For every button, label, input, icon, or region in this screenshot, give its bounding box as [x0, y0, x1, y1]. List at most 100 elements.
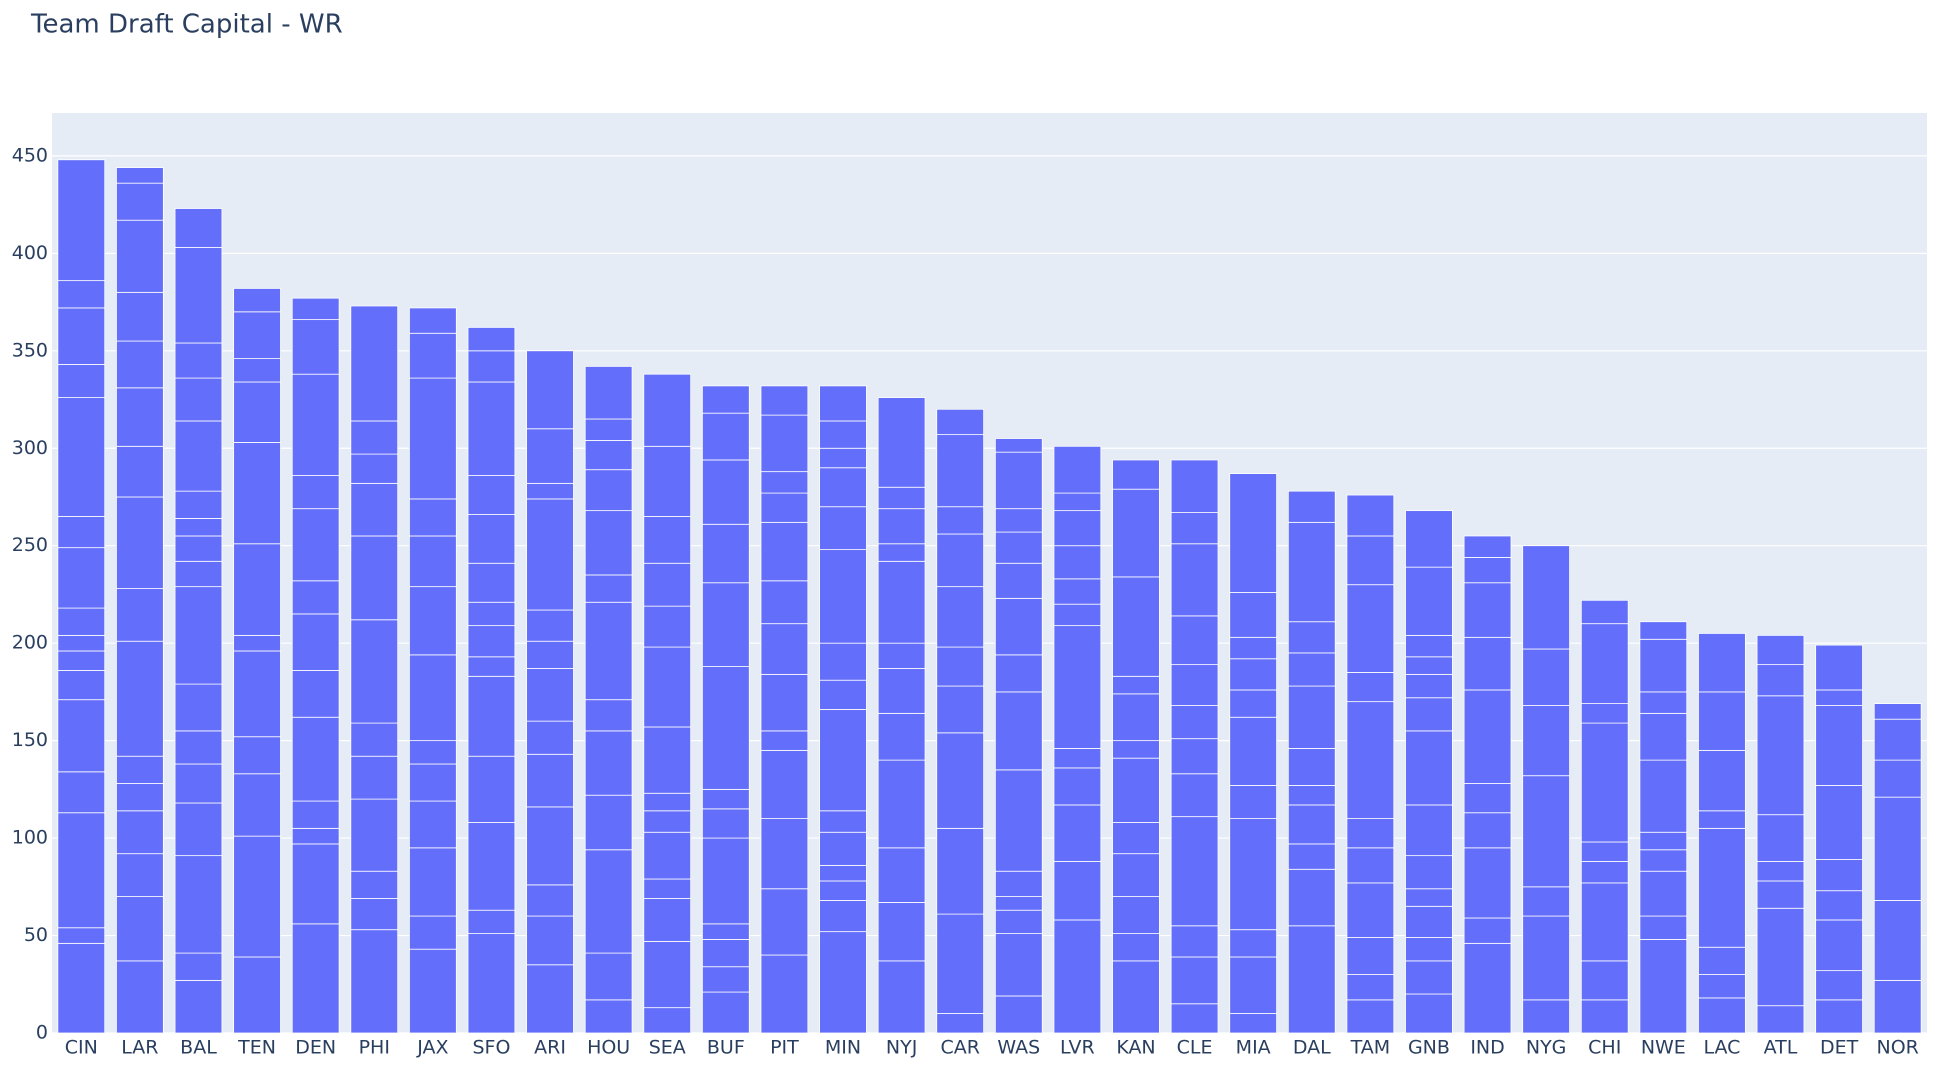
bar-segment [174, 535, 223, 562]
bar-segment [526, 350, 574, 430]
bar-segment [1463, 783, 1512, 814]
bar-segment [116, 853, 164, 897]
x-tick-label: IND [1470, 1037, 1504, 1059]
bar-segment [1112, 933, 1160, 962]
bar-segment [1405, 697, 1453, 732]
bar-segment [116, 588, 164, 642]
bar-segment [584, 440, 633, 471]
bar-segment [1815, 785, 1863, 860]
bar-segment [1639, 831, 1688, 851]
bar-segment [57, 699, 106, 773]
bar-segment [1053, 492, 1102, 512]
bar-segment [409, 498, 457, 537]
bar-segment [1112, 822, 1160, 855]
bar-segment [701, 808, 750, 839]
bar-segment [643, 373, 692, 447]
bar-segment [1346, 701, 1395, 819]
bar-segment [409, 800, 457, 849]
bar-segment [1229, 658, 1278, 691]
bar-segment [174, 802, 223, 857]
bar-segment [233, 381, 281, 443]
bar-segment [1698, 997, 1746, 1034]
x-tick-label: TEN [237, 1037, 276, 1059]
bar-segment [1580, 999, 1629, 1034]
bar-segment [584, 469, 633, 512]
y-tick-label: 450 [12, 144, 48, 166]
bar-segment [819, 467, 867, 508]
bar-segment [1698, 691, 1746, 751]
bar-segment [1170, 738, 1219, 775]
bar-segment [1756, 695, 1805, 816]
bar-segment [1346, 999, 1395, 1034]
bar-segment [1639, 759, 1688, 833]
bar-segment [409, 763, 457, 802]
bar-segment [584, 849, 633, 954]
bar-segment [233, 736, 281, 775]
bar-segment [584, 952, 633, 1001]
bar-segment [233, 773, 281, 837]
x-tick-label: KAN [1116, 1037, 1155, 1059]
bar-segment [1463, 535, 1512, 558]
bar-segment [819, 549, 867, 644]
bar-segment [1463, 582, 1512, 638]
bar-segment [936, 913, 985, 1014]
bar-segment [936, 827, 985, 915]
bar-segment [1170, 956, 1219, 1005]
bar-segment [291, 716, 340, 802]
bar-segment [116, 340, 164, 389]
bar-segment [994, 531, 1043, 564]
bar-segment [877, 560, 926, 644]
bar-segment [57, 547, 106, 609]
bar-segment [877, 543, 926, 562]
bar-segment [467, 675, 516, 757]
x-tick-label: DET [1820, 1037, 1859, 1059]
x-tick-label: HOU [587, 1037, 630, 1059]
bar-segment [233, 543, 281, 636]
bar-segment [994, 562, 1043, 599]
bar-segment [819, 642, 867, 681]
bar-segment [526, 482, 574, 500]
x-tick-label: JAX [416, 1037, 448, 1059]
bar-segment [350, 755, 399, 800]
bar-segment [994, 654, 1043, 693]
bar-segment [1229, 716, 1278, 786]
bar-segment [760, 954, 809, 1034]
bar-segment [467, 475, 516, 515]
bar-segment [701, 666, 750, 790]
bar-segment [1873, 900, 1922, 981]
bar-segment [760, 818, 809, 890]
bar-segment [526, 668, 574, 722]
x-tick-label: PHI [359, 1037, 390, 1059]
bar-segment [701, 991, 750, 1034]
bar-segment [1346, 974, 1395, 1001]
bar-segment [116, 387, 164, 447]
bar-segment [467, 625, 516, 658]
bar-segment [1229, 785, 1278, 819]
bar-segment [760, 623, 809, 675]
bar-segment [1229, 1013, 1278, 1034]
bar-segment [584, 574, 633, 603]
bar-segment [350, 619, 399, 724]
bar-segment [1112, 488, 1160, 578]
bar-segment [174, 518, 223, 537]
bar-segment [1053, 445, 1102, 494]
bar-segment [409, 377, 457, 500]
bar-segment [1405, 510, 1453, 568]
bar-segment [1756, 880, 1805, 909]
bar-segment [994, 769, 1043, 872]
bar-segment [1053, 861, 1102, 921]
bar-segment [1756, 1005, 1805, 1034]
bar-segment [1756, 861, 1805, 882]
bar-segment [1287, 490, 1336, 523]
bar-segment [1463, 557, 1512, 584]
bar-segment [57, 650, 106, 671]
bar-segment [467, 755, 516, 823]
bar-segment [526, 428, 574, 484]
bar-segment [350, 453, 399, 484]
x-tick-label: NOR [1877, 1037, 1919, 1059]
bar-segment [1112, 576, 1160, 677]
bar-segment [1463, 917, 1512, 944]
bar-segment [1639, 849, 1688, 872]
bar-segment [350, 305, 399, 422]
bar-segment [526, 915, 574, 966]
